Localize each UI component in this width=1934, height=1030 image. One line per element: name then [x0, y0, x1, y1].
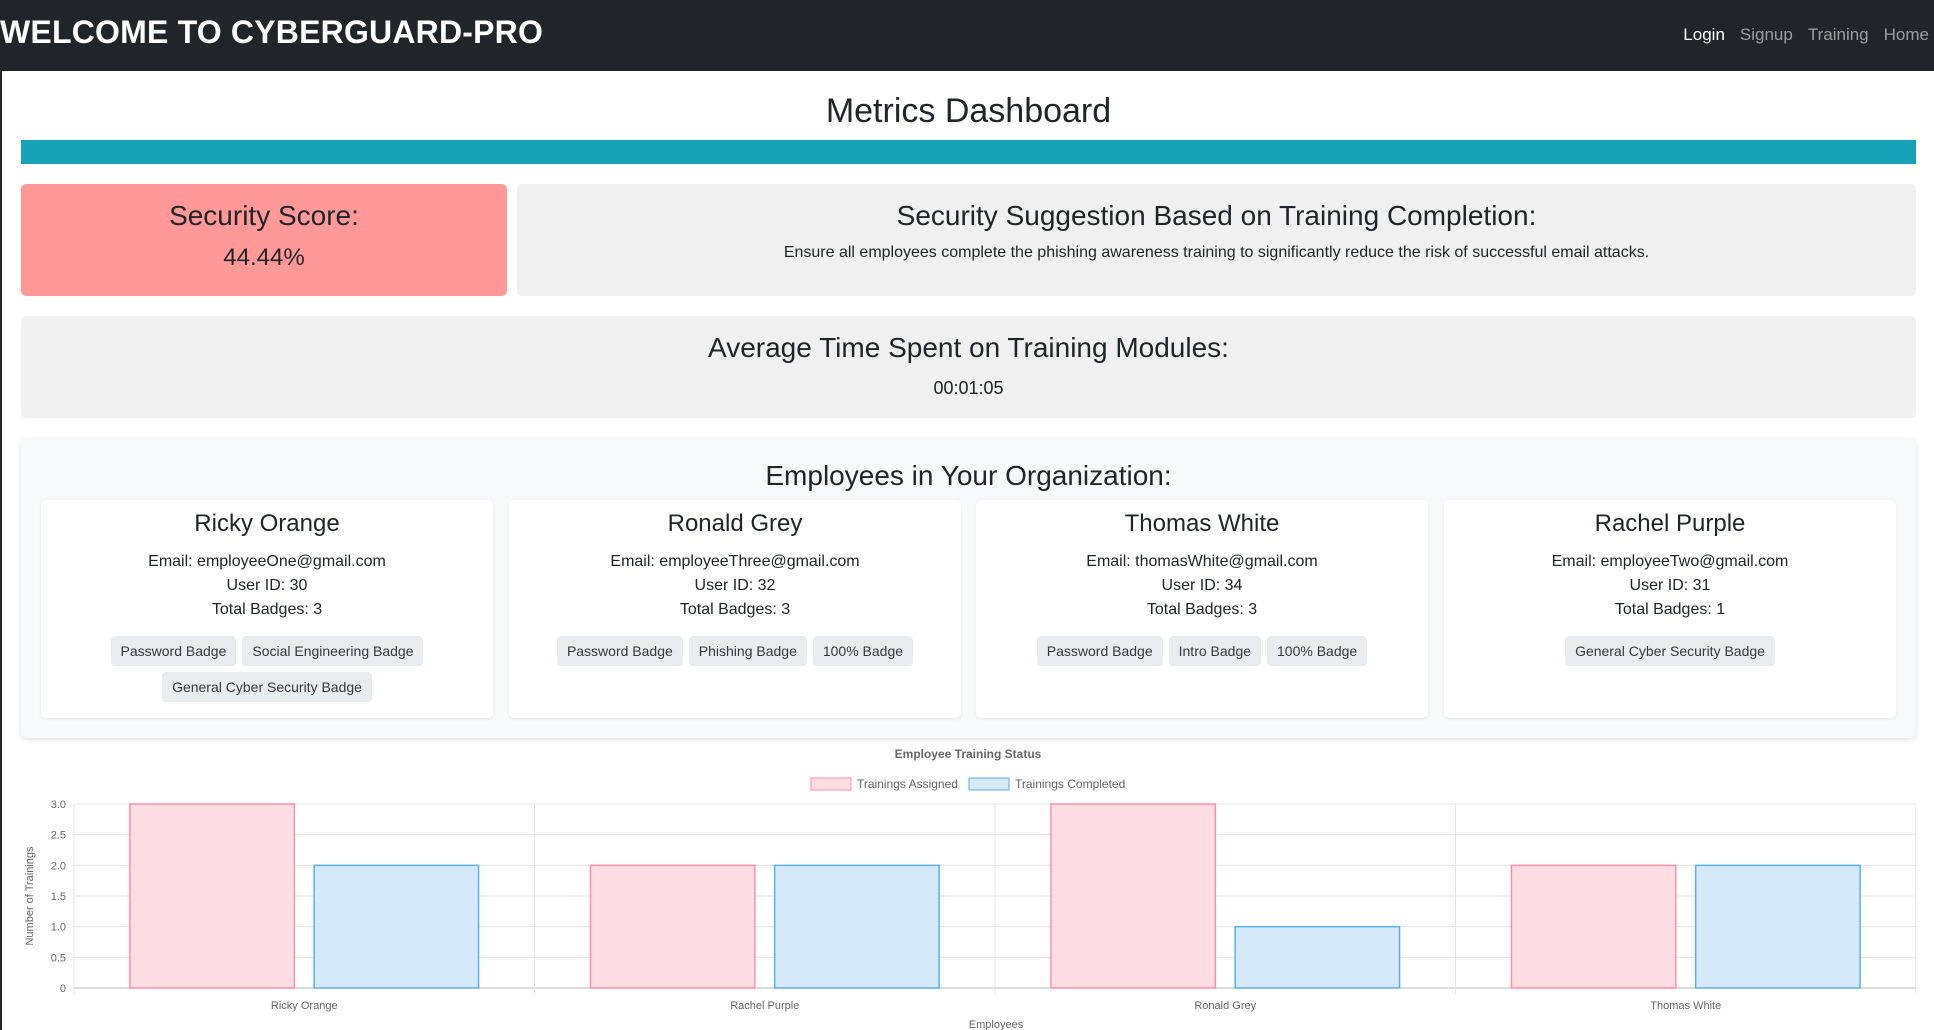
- badge-password: Password Badge: [556, 636, 683, 666]
- employee-user-id: User ID: 31: [1629, 577, 1711, 594]
- bar-completed: [773, 864, 940, 989]
- badge-phishing: Phishing Badge: [688, 636, 807, 666]
- x-axis-title: Employees: [969, 1019, 1024, 1030]
- average-time-card: Average Time Spent on Training Modules: …: [21, 316, 1916, 418]
- nav-link-home[interactable]: Home: [1883, 25, 1929, 44]
- security-score-value: 44.44%: [223, 244, 305, 271]
- bar-completed: [1234, 925, 1401, 989]
- x-tick-label: Ronald Grey: [1194, 1000, 1256, 1012]
- average-time-heading: Average Time Spent on Training Modules:: [708, 332, 1229, 363]
- badge-intro: Intro Badge: [1168, 636, 1262, 666]
- y-tick-label: 0.5: [51, 952, 66, 964]
- employee-email: Email: thomasWhite@gmail.com: [1086, 553, 1318, 570]
- bar-assigned: [589, 864, 756, 989]
- x-tick-label: Ricky Orange: [271, 1000, 338, 1012]
- y-tick-label: 3.0: [51, 799, 66, 811]
- x-tick-label: Rachel Purple: [730, 1000, 799, 1012]
- nav-link-signup[interactable]: Signup: [1739, 25, 1793, 44]
- left-edge-border: [0, 71, 2, 1030]
- legend-label: Trainings Completed: [1015, 777, 1125, 791]
- bar-completed: [313, 864, 480, 989]
- employee-name: Ronald Grey: [667, 510, 803, 537]
- badge-100-percent: 100% Badge: [812, 636, 914, 666]
- employee-email: Email: employeeOne@gmail.com: [148, 553, 386, 570]
- progress-bar: [21, 140, 1916, 164]
- employee-card: Thomas White Email: thomasWhite@gmail.co…: [976, 500, 1428, 718]
- employee-name: Thomas White: [1124, 510, 1280, 537]
- bar-chart: Employee Training Status Trainings Assign…: [24, 747, 1916, 1030]
- brand-title[interactable]: WELCOME TO CYBERGUARD-PRO: [0, 14, 544, 50]
- y-tick-label: 2.5: [51, 830, 66, 842]
- badge-social-engineering: Social Engineering Badge: [242, 636, 424, 666]
- employee-total-badges: Total Badges: 3: [1146, 601, 1258, 618]
- badge-100-percent: 100% Badge: [1267, 636, 1368, 666]
- badge-password: Password Badge: [110, 636, 237, 666]
- nav-link-login[interactable]: Login: [1683, 25, 1725, 44]
- nav-link-training[interactable]: Training: [1807, 25, 1869, 44]
- chart-title: Employee Training Status: [895, 747, 1042, 761]
- employee-total-badges: Total Badges: 3: [211, 601, 323, 618]
- legend-label: Trainings Assigned: [857, 777, 958, 791]
- employee-total-badges: Total Badges: 1: [1614, 601, 1726, 618]
- badge-password: Password Badge: [1036, 636, 1163, 666]
- employee-user-id: User ID: 34: [1161, 577, 1243, 594]
- nav-links: Login Signup Training Home: [1668, 25, 1934, 45]
- page-title: Metrics Dashboard: [825, 92, 1112, 130]
- badge-general-cyber-security: General Cyber Security Badge: [1565, 636, 1775, 666]
- y-tick-label: 0: [60, 983, 66, 995]
- employee-total-badges: Total Badges: 3: [679, 601, 791, 618]
- security-suggestion-card: Security Suggestion Based on Training Co…: [517, 184, 1916, 296]
- employees-heading: Employees in Your Organization:: [765, 460, 1172, 491]
- employee-user-id: User ID: 32: [694, 577, 776, 594]
- badge-general-cyber-security: General Cyber Security Badge: [162, 672, 372, 702]
- legend-swatch: [968, 777, 1010, 791]
- x-tick-label: Thomas White: [1650, 1000, 1721, 1012]
- average-time-value: 00:01:05: [933, 378, 1004, 398]
- security-score-heading: Security Score:: [169, 200, 359, 231]
- employee-email: Email: employeeTwo@gmail.com: [1551, 553, 1789, 570]
- bar-assigned: [1510, 864, 1677, 989]
- bar-assigned: [1050, 803, 1217, 989]
- security-suggestion-heading: Security Suggestion Based on Training Co…: [896, 200, 1537, 231]
- y-tick-label: 2.0: [51, 860, 66, 872]
- y-axis-title: Number of Trainings: [24, 846, 36, 946]
- legend-swatch: [810, 777, 852, 791]
- employee-user-id: User ID: 30: [226, 577, 308, 594]
- employees-section: Employees in Your Organization: Ricky Or…: [21, 438, 1916, 738]
- security-suggestion-text: Ensure all employees complete the phishi…: [783, 244, 1650, 261]
- employee-email: Email: employeeThree@gmail.com: [610, 553, 860, 570]
- employee-card: Rachel Purple Email: employeeTwo@gmail.c…: [1444, 500, 1896, 718]
- navbar: WELCOME TO CYBERGUARD-PRO Login Signup T…: [0, 0, 1934, 71]
- bar-assigned: [129, 803, 296, 989]
- y-tick-label: 1.0: [51, 922, 66, 934]
- bar-completed: [1694, 864, 1861, 989]
- employee-card: Ricky Orange Email: employeeOne@gmail.co…: [41, 500, 493, 718]
- y-tick-label: 1.5: [51, 891, 66, 903]
- security-score-card: Security Score: 44.44%: [21, 184, 507, 296]
- employee-name: Ricky Orange: [194, 510, 340, 537]
- employee-card: Ronald Grey Email: employeeThree@gmail.c…: [509, 500, 961, 718]
- employee-name: Rachel Purple: [1594, 510, 1746, 537]
- training-status-chart: Employee Training Status Trainings Assign…: [21, 744, 1916, 1030]
